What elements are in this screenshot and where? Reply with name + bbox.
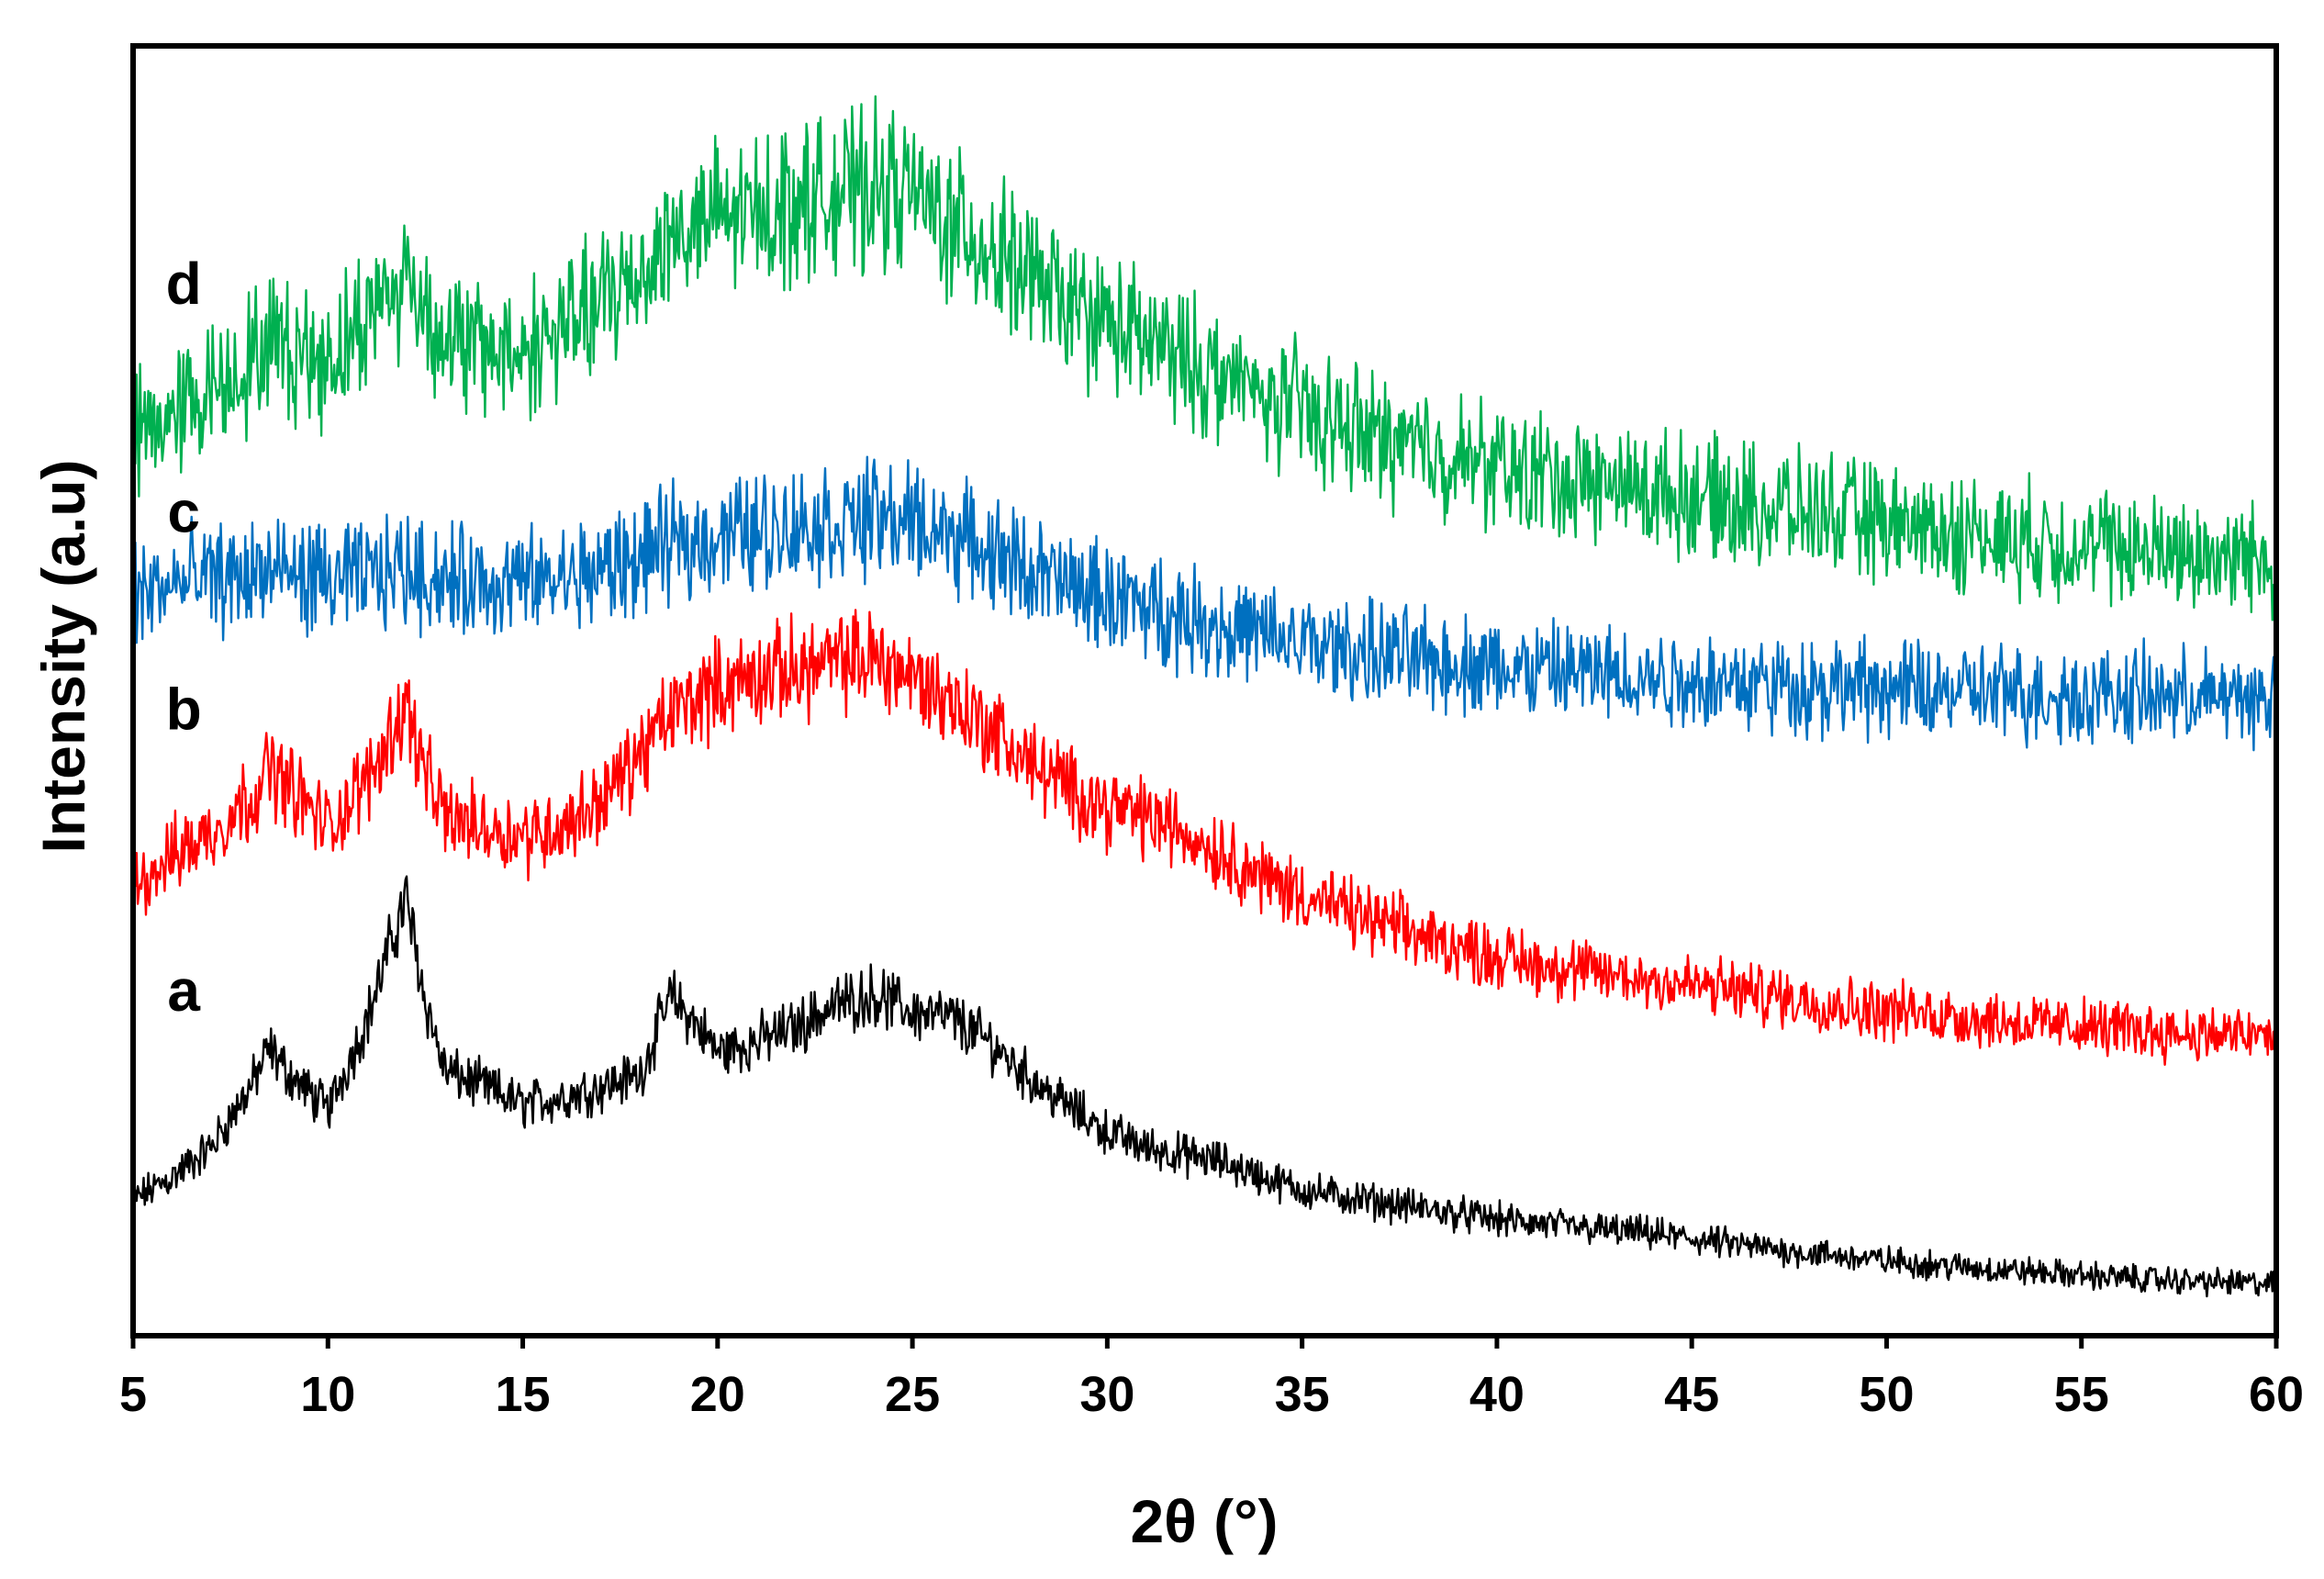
x-axis-title: 2θ (°): [1130, 1487, 1278, 1555]
series-line-c: [131, 455, 2277, 752]
x-tick-label: 55: [2054, 1367, 2109, 1422]
x-tick-label: 35: [1275, 1367, 1330, 1422]
x-tick-label: 15: [496, 1367, 551, 1422]
x-tick-label: 25: [885, 1367, 940, 1422]
series-line-a: [131, 875, 2277, 1298]
x-tick-label: 10: [300, 1367, 355, 1422]
series-line-b: [132, 609, 2277, 1067]
x-tick-label: 60: [2249, 1367, 2304, 1422]
series-label-layer: a b c d: [166, 251, 202, 1024]
series-label-d: d: [166, 251, 202, 317]
series-line-d: [131, 95, 2277, 622]
series-label-b: b: [166, 677, 202, 743]
x-tick-label: 30: [1079, 1367, 1134, 1422]
x-tick-label: 20: [690, 1367, 745, 1422]
x-tick-label: 45: [1664, 1367, 1719, 1422]
y-axis-title: Intensity (a.u): [29, 459, 97, 853]
series-label-c: c: [167, 479, 200, 545]
plot-frame: [130, 43, 2279, 1338]
x-tick-label: 5: [119, 1367, 147, 1422]
series-label-a: a: [167, 957, 200, 1024]
x-axis-ticks: 5 10 15 20 25 30 35 40 45 50 55 60: [119, 1336, 2304, 1422]
x-tick-label: 50: [1859, 1367, 1914, 1422]
series-layer: [131, 95, 2277, 1298]
x-tick-label: 40: [1469, 1367, 1525, 1422]
